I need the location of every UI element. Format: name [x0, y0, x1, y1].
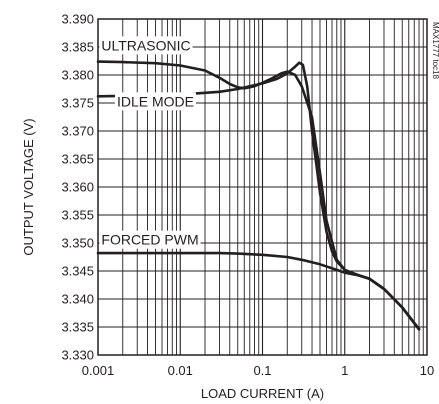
x-tick-label: 0.1 — [253, 363, 271, 378]
x-tick-label: 1 — [341, 363, 348, 378]
series-lines — [96, 60, 421, 331]
y-tick-label: 3.375 — [61, 96, 94, 111]
x-tick-labels: 0.001 0.01 0.1 1 10 — [82, 363, 435, 378]
series-label-background — [99, 36, 193, 55]
x-tick-label: 0.001 — [82, 363, 115, 378]
y-tick-label: 3.390 — [61, 12, 94, 27]
series-label: IDLE MODE — [117, 93, 194, 109]
series-labels: ULTRASONIC IDLE MODE FORCED PWM — [99, 36, 201, 249]
y-tick-label: 3.335 — [61, 320, 94, 335]
y-tick-label: 3.385 — [61, 40, 94, 55]
y-tick-label: 3.340 — [61, 292, 94, 307]
y-tick-labels: 3.330 3.335 3.340 3.345 3.350 3.355 3.360 3.365… — [61, 12, 94, 363]
series-label-background — [99, 230, 201, 249]
series-label: ULTRASONIC — [101, 37, 190, 53]
series-line-2 — [96, 251, 421, 331]
y-tick-label: 3.330 — [61, 348, 94, 363]
series-label: FORCED PWM — [101, 232, 198, 248]
figure-id-note: MAX1777 toc18 — [431, 22, 439, 79]
x-tick-label: 10 — [420, 363, 434, 378]
y-tick-label: 3.355 — [61, 208, 94, 223]
x-axis-label: LOAD CURRENT (A) — [201, 386, 324, 401]
y-tick-label: 3.350 — [61, 236, 94, 251]
y-tick-label: 3.370 — [61, 124, 94, 139]
y-tick-label: 3.360 — [61, 180, 94, 195]
plot-frame — [97, 18, 428, 356]
y-tick-label: 3.365 — [61, 152, 94, 167]
y-axis-label: OUTPUT VOLTAGE (V) — [21, 118, 36, 255]
grid — [98, 19, 427, 355]
y-tick-label: 3.380 — [61, 68, 94, 83]
x-tick-label: 0.01 — [168, 363, 193, 378]
y-tick-label: 3.345 — [61, 264, 94, 279]
series-label-background — [114, 92, 196, 111]
